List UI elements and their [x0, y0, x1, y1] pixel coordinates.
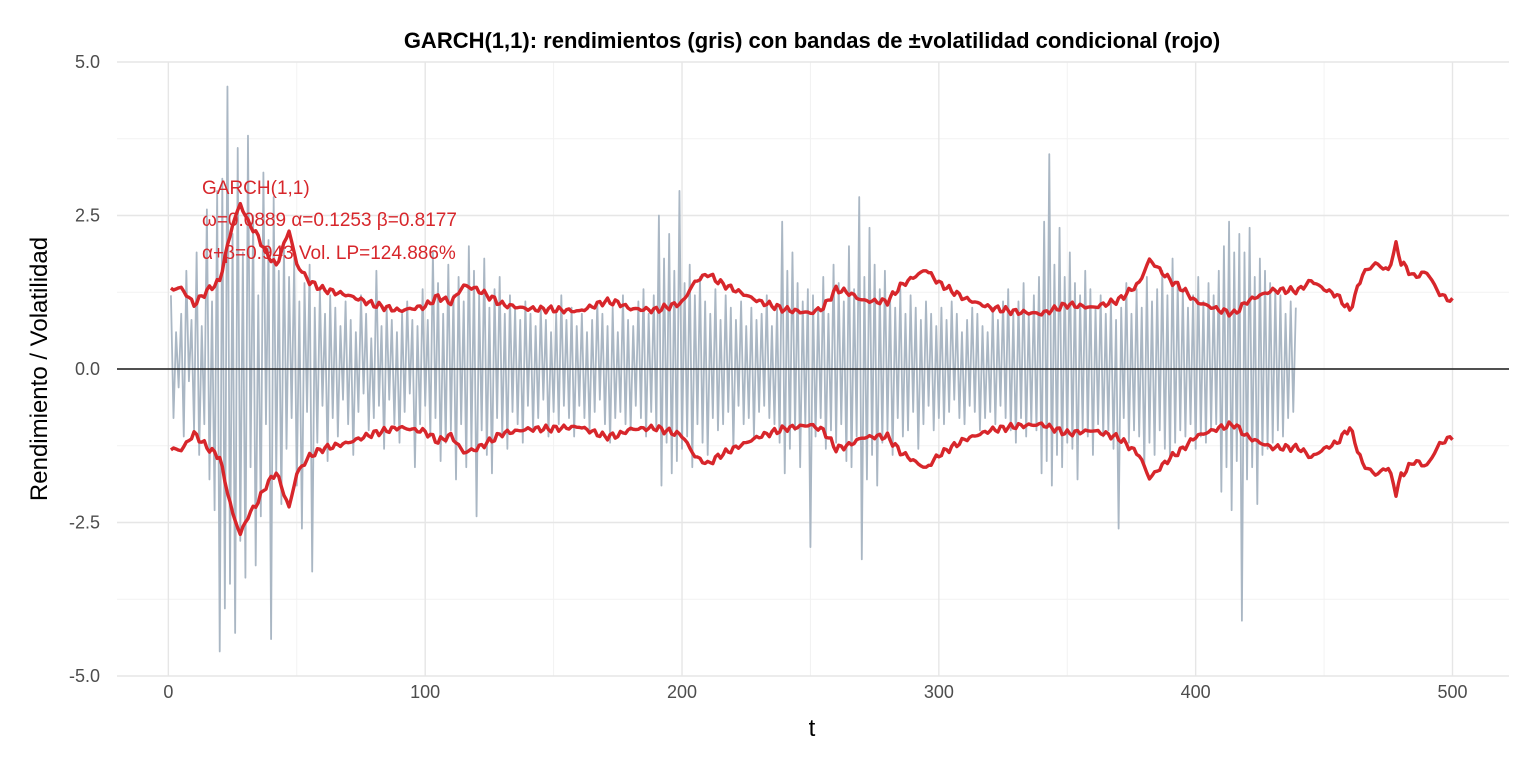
x-tick-label: 300 [924, 682, 954, 702]
y-tick-label: -2.5 [69, 513, 100, 533]
y-tick-label: 2.5 [75, 206, 100, 226]
x-tick-label: 200 [667, 682, 697, 702]
x-tick-label: 0 [163, 682, 173, 702]
chart-title: GARCH(1,1): rendimientos (gris) con band… [404, 28, 1220, 53]
y-tick-label: 5.0 [75, 52, 100, 72]
y-axis-label: Rendimiento / Volatilidad [26, 237, 53, 501]
y-axis: -5.0 -2.5 0.0 2.5 5.0 [69, 52, 100, 686]
y-tick-label: 0.0 [75, 359, 100, 379]
lower-volatility-band [169, 420, 1454, 537]
x-axis-label: t [809, 715, 816, 742]
garch-annotation: GARCH(1,1) ω=0.0889 α=0.1253 β=0.8177 α+… [202, 178, 457, 264]
upper-volatility-band [169, 201, 1454, 318]
annotation-line-1: GARCH(1,1) [202, 178, 310, 199]
annotation-line-3: α+β=0.943 Vol. LP=124.886% [202, 243, 456, 264]
x-axis: 0 100 200 300 400 500 [163, 682, 1467, 702]
x-tick-label: 500 [1437, 682, 1467, 702]
volatility-bands [169, 201, 1454, 537]
x-tick-label: 400 [1181, 682, 1211, 702]
annotation-line-2: ω=0.0889 α=0.1253 β=0.8177 [202, 210, 457, 231]
x-tick-label: 100 [410, 682, 440, 702]
y-tick-label: -5.0 [69, 666, 100, 686]
